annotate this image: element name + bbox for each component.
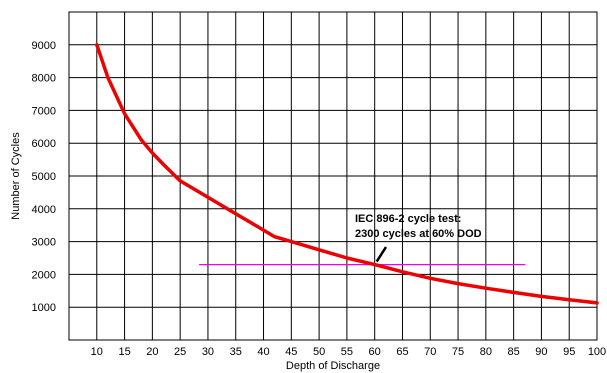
y-tick-label: 6000	[32, 138, 56, 150]
y-tick-label: 7000	[32, 105, 56, 117]
x-tick-label: 25	[174, 346, 186, 358]
x-tick-label: 15	[118, 346, 130, 358]
x-tick-label: 90	[535, 346, 547, 358]
series-layer	[95, 43, 599, 305]
y-tick-label: 3000	[32, 237, 56, 249]
x-tick-label: 20	[146, 346, 158, 358]
x-tick-label: 75	[452, 346, 464, 358]
y-tick-label: 5000	[32, 171, 56, 183]
annotation-pointer	[375, 246, 388, 263]
x-tick-label: 30	[202, 346, 214, 358]
x-tick-label: 55	[341, 346, 353, 358]
x-tick-label: 40	[257, 346, 269, 358]
x-tick-label: 80	[480, 346, 492, 358]
x-tick-label: 10	[91, 346, 103, 358]
y-axis-label: Number of Cycles	[10, 132, 22, 220]
y-tick-labels: 1000 2000 3000 4000 5000 6000 7000 8000 9000	[32, 40, 56, 314]
y-tick-label: 2000	[32, 269, 56, 281]
annotation-text: 2300 cycles at 60% DOD	[355, 228, 482, 240]
x-tick-label: 35	[230, 346, 242, 358]
x-axis-label: Depth of Discharge	[286, 360, 380, 372]
grid	[69, 12, 598, 340]
x-tick-labels: 10 15 20 25 30 35 40 45 50 55 60 65 70 75 80 85 90 95 100	[91, 346, 607, 358]
x-tick-label: 45	[285, 346, 297, 358]
x-tick-label: 65	[396, 346, 408, 358]
x-tick-label: 70	[424, 346, 436, 358]
annotation: IEC 896-2 cycle test: 2300 cycles at 60% …	[355, 213, 482, 263]
x-tick-label: 85	[508, 346, 520, 358]
y-tick-label: 1000	[32, 302, 56, 314]
x-tick-label: 50	[313, 346, 325, 358]
x-tick-label: 100	[588, 346, 606, 358]
annotation-text: IEC 896-2 cycle test:	[355, 213, 461, 225]
y-tick-label: 8000	[32, 73, 56, 85]
y-tick-label: 4000	[32, 204, 56, 216]
plot-frame	[68, 11, 598, 341]
y-tick-label: 9000	[32, 40, 56, 52]
series-line-cycles	[95, 43, 599, 305]
x-tick-label: 60	[369, 346, 381, 358]
x-tick-label: 95	[563, 346, 575, 358]
